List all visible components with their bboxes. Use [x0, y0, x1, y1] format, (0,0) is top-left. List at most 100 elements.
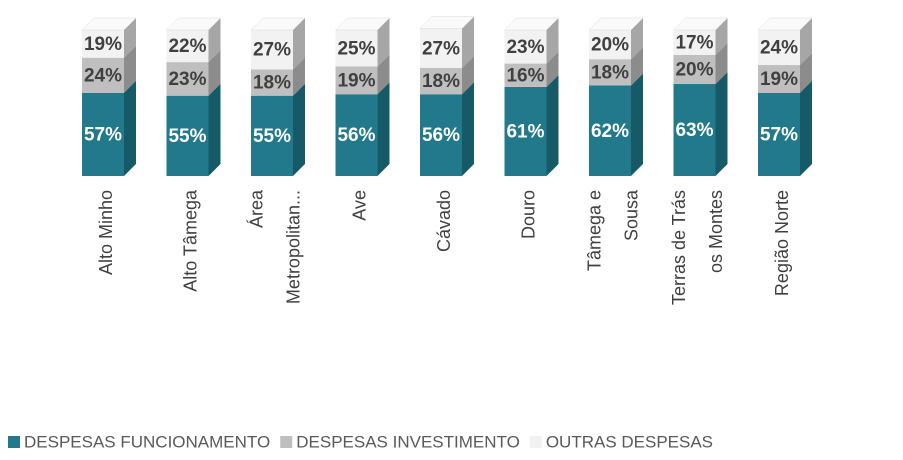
bar-side [462, 16, 474, 68]
x-tick-label: Tâmega e Sousa [584, 189, 641, 271]
bar-side [546, 74, 559, 176]
data-label: 19% [84, 34, 122, 55]
data-label: 19% [760, 69, 798, 90]
bar [420, 28, 462, 68]
data-label: 56% [337, 125, 375, 146]
data-label: 25% [337, 38, 375, 59]
bar-side [546, 51, 559, 87]
bar-side [462, 55, 474, 95]
bar-top [672, 17, 729, 31]
bar [82, 30, 124, 58]
bar [251, 95, 293, 176]
bar [673, 54, 716, 85]
bar-top [588, 17, 644, 31]
bar [82, 92, 124, 176]
bar [82, 57, 124, 93]
bar-side [124, 80, 136, 176]
bar [758, 92, 800, 176]
x-tick-label: Alto Minho [96, 190, 116, 275]
bar [166, 62, 209, 96]
bar-side [715, 42, 728, 85]
data-label: 27% [422, 38, 460, 59]
data-label: 19% [337, 70, 375, 91]
bar [589, 85, 631, 176]
legend-swatch [529, 436, 542, 448]
data-label: 55% [253, 126, 291, 147]
bar-top [757, 17, 813, 31]
bar [335, 66, 378, 95]
bar-side [208, 83, 221, 176]
bar [420, 94, 462, 176]
data-label: 56% [422, 125, 460, 146]
x-tick-label: Região Norte [772, 190, 792, 296]
bar [420, 67, 462, 95]
x-tick-label: Douro [518, 190, 538, 239]
data-label: 63% [675, 120, 713, 141]
bar [504, 86, 547, 176]
data-label: 23% [168, 69, 206, 90]
data-label: 27% [253, 40, 291, 61]
bar [335, 30, 378, 67]
data-label: 24% [760, 38, 798, 59]
bar-top [419, 16, 475, 29]
data-label: 55% [168, 126, 206, 147]
data-label: 20% [675, 59, 713, 80]
bar-side [293, 18, 305, 70]
bar [251, 30, 293, 70]
legend-label: DESPESAS FUNCIONAMENTO [24, 432, 270, 451]
bar-top [165, 17, 222, 31]
bar [166, 30, 209, 63]
data-label: 57% [84, 124, 122, 145]
data-label: 23% [506, 37, 544, 58]
data-label: 16% [506, 65, 544, 86]
data-label: 18% [591, 62, 629, 83]
legend-label: DESPESAS INVESTIMENTO [296, 432, 520, 451]
bar [673, 84, 716, 176]
bar [758, 30, 800, 66]
bar-side [377, 54, 390, 95]
data-label: 20% [591, 35, 629, 56]
bar [589, 59, 631, 86]
bar [504, 63, 547, 87]
bar [589, 30, 631, 60]
bar-side [631, 73, 643, 176]
data-label: 22% [168, 36, 206, 57]
bar-side [631, 47, 643, 86]
data-label: 61% [506, 121, 544, 142]
x-tick-label: Área Metropolitan... [246, 189, 303, 304]
bar-side [124, 18, 136, 58]
x-tick-label: Ave [349, 190, 369, 221]
bar-top [334, 17, 391, 31]
bar-side [293, 57, 305, 96]
bar-side [715, 72, 728, 176]
x-tick-label: Cávado [434, 190, 454, 252]
bar-side [208, 50, 221, 96]
bar [166, 95, 209, 176]
data-label: 17% [675, 32, 713, 53]
bar-side [800, 18, 812, 66]
bar [335, 94, 378, 176]
bar-side [293, 83, 305, 176]
bar-side [800, 53, 812, 93]
x-tick-label: Alto Tâmega [180, 189, 200, 292]
data-label: 18% [253, 73, 291, 94]
bar-side [377, 18, 390, 67]
bar [758, 65, 800, 93]
legend-swatch [8, 436, 20, 448]
bar-side [124, 45, 136, 93]
legend-swatch [280, 436, 293, 448]
data-label: 57% [760, 124, 798, 145]
bar-side [377, 82, 390, 176]
bar-side [631, 18, 643, 60]
bar-side [462, 82, 474, 176]
data-label: 62% [591, 121, 629, 142]
x-tick-label: Terras de Trás os Montes [669, 190, 726, 305]
bar [673, 30, 716, 55]
bar-side [208, 18, 221, 63]
bar-top [250, 17, 306, 31]
bar-side [800, 80, 812, 176]
bar-top [503, 17, 560, 31]
bar [504, 30, 547, 64]
data-label: 24% [84, 65, 122, 86]
